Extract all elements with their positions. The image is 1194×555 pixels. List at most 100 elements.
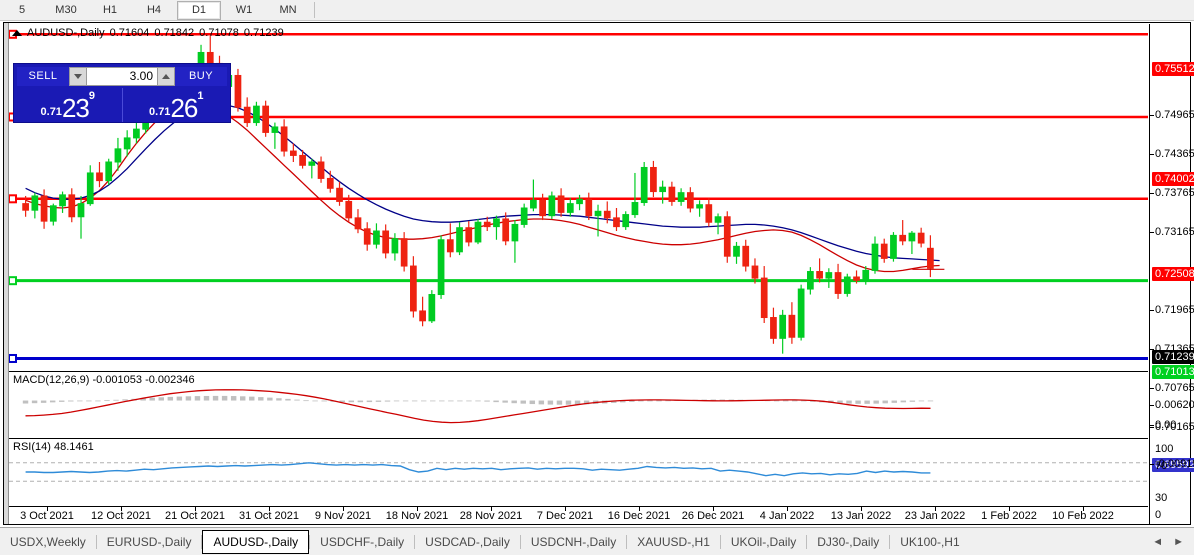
price-axis-label[interactable]: 0.71239 (1152, 350, 1194, 364)
macd-histogram-bar (430, 400, 436, 402)
price-axis-label[interactable]: 0.71013 (1152, 365, 1194, 379)
buy-button[interactable]: BUY (175, 66, 227, 86)
symbol-tab-eurusddaily[interactable]: EURUSD-,Daily (106, 534, 192, 549)
symbol-tab-xauusdh1[interactable]: XAUUSD-,H1 (637, 534, 710, 549)
price-axis-label: 0.70165 (1150, 421, 1194, 433)
volume-decrement-button[interactable] (69, 66, 87, 86)
candlestick (530, 179, 537, 212)
macd-histogram-bar (466, 400, 472, 402)
level-handle-support-1[interactable] (9, 276, 17, 286)
price-axis-label[interactable]: 0.69592 (1152, 458, 1194, 472)
candle-body (843, 276, 851, 294)
rsi-axis-label: 30 (1155, 492, 1168, 504)
candlestick (317, 156, 325, 183)
level-handle-resistance-3[interactable] (9, 194, 17, 204)
candlestick (548, 191, 556, 219)
macd-histogram-bar (547, 400, 554, 405)
date-axis-tick (269, 507, 270, 511)
sell-price[interactable]: 0.71 23 9 (14, 88, 122, 122)
symbol-tab-usdchfdaily[interactable]: USDCHF-,Daily (320, 534, 405, 549)
tab-next-arrow[interactable]: ► (1173, 535, 1184, 548)
macd-histogram-bar (140, 398, 146, 401)
candlestick (86, 165, 94, 206)
timeframe-button-5[interactable]: 5 (18, 4, 26, 16)
rsi-pane[interactable]: RSI(14) 48.1461 (9, 438, 1148, 505)
candlestick (677, 188, 685, 206)
candlestick (456, 222, 463, 256)
price-axis[interactable]: 0.75512 0.74965 0.74365 0.74002 0.73765 0.731… (1149, 24, 1194, 525)
candlestick (742, 239, 750, 272)
symbol-tab-dj30daily[interactable]: DJ30-,Daily (817, 534, 880, 549)
timeframe-button-mn[interactable]: MN (279, 4, 297, 16)
macd-histogram-bar (629, 400, 635, 402)
macd-histogram-bar (285, 398, 291, 401)
price-axis-label[interactable]: 0.74002 (1152, 172, 1194, 186)
sell-button[interactable]: SELL (17, 66, 69, 86)
timeframe-button-h1[interactable]: H1 (102, 4, 118, 16)
timeframe-button-d1[interactable]: D1 (177, 0, 221, 20)
candle-body (68, 194, 76, 218)
candlestick (825, 268, 833, 288)
candlestick (585, 192, 593, 221)
macd-histogram-bar (493, 400, 499, 403)
tab-nav-arrows: ◄ ► (1152, 536, 1194, 548)
macd-histogram-bar (918, 400, 925, 402)
symbol-tab-usdcnhdaily[interactable]: USDCNH-,Daily (530, 534, 617, 549)
candle-body (825, 272, 833, 279)
tab-divider (95, 534, 97, 549)
candle-body (862, 269, 870, 281)
symbol-tab-bar: USDX,Weekly EURUSD-,Daily AUDUSD-,Daily USD… (0, 527, 1194, 555)
candlestick (917, 227, 925, 248)
candle-body (659, 186, 667, 193)
tab-prev-arrow[interactable]: ◄ (1152, 535, 1164, 548)
macd-histogram-bar (68, 400, 74, 402)
candle-body (686, 192, 694, 209)
macd-histogram-bar (837, 400, 843, 404)
date-axis-tick (639, 507, 640, 511)
macd-pane[interactable]: MACD(12,26,9) -0.001053 -0.002346 (9, 371, 1148, 437)
candlestick (520, 203, 528, 228)
buy-price-prefix: 0.71 (149, 106, 171, 118)
candlestick (400, 232, 408, 272)
date-axis-label: 23 Jan 2022 (904, 510, 966, 522)
macd-histogram-bar (710, 399, 717, 401)
macd-histogram-bar (59, 400, 65, 402)
volume-input[interactable]: 3.00 (87, 66, 157, 86)
candle-body (363, 228, 371, 245)
buy-price[interactable]: 0.71 26 1 (121, 88, 231, 122)
candle-body (927, 247, 934, 269)
date-axis[interactable]: 3 Oct 2021 12 Oct 2021 21 Oct 2021 31 Oct 2… (9, 506, 1148, 525)
symbol-tab-ukoildaily[interactable]: UKOil-,Daily (730, 534, 797, 549)
macd-histogram-bar (22, 400, 29, 404)
macd-histogram-bar (95, 400, 101, 402)
price-axis-label: 0.73165 (1150, 226, 1194, 238)
date-axis-tick (713, 507, 714, 511)
symbol-tab-usdxweekly[interactable]: USDX,Weekly (10, 534, 86, 549)
timeframe-button-w1[interactable]: W1 (235, 4, 253, 16)
symbol-tab-usdcaddaily[interactable]: USDCAD-,Daily (425, 534, 510, 549)
volume-increment-button[interactable] (157, 66, 175, 86)
macd-histogram-bar (321, 400, 327, 402)
price-axis-label[interactable]: 0.75512 (1152, 62, 1194, 76)
tab-divider (414, 534, 416, 549)
candle-body (262, 105, 270, 133)
symbol-open: 0.71604 (109, 27, 150, 39)
symbol-tab-uk100h1[interactable]: UK100-,H1 (900, 534, 960, 549)
candle-body (853, 276, 860, 281)
macd-histogram-bar (556, 400, 563, 405)
candlestick (843, 273, 851, 297)
candle-body (502, 218, 510, 242)
symbol-tab-audusddaily[interactable]: AUDUSD-,Daily (202, 529, 310, 554)
date-axis-label: 10 Feb 2022 (1052, 510, 1114, 522)
price-axis-label[interactable]: 0.72508 (1152, 267, 1194, 281)
macd-histogram-bar (810, 400, 816, 402)
timeframe-button-h4[interactable]: H4 (146, 4, 162, 16)
candle-body (539, 199, 546, 217)
collapse-triangle-icon[interactable] (12, 30, 22, 36)
timeframe-button-m30[interactable]: M30 (55, 4, 77, 16)
candle-body (742, 245, 750, 267)
level-handle-support-2[interactable] (9, 353, 17, 363)
macd-histogram-bar (49, 400, 56, 403)
candlestick (631, 172, 639, 218)
macd-histogram-bar (384, 400, 391, 402)
